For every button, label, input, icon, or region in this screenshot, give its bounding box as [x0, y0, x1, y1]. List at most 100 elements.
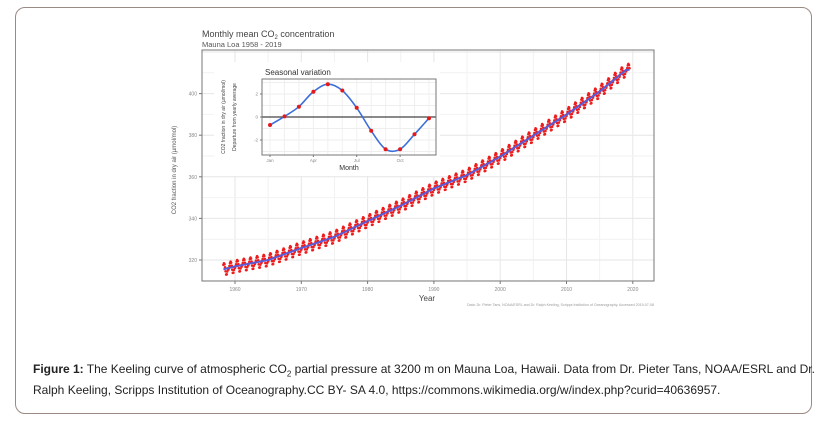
- monthly-point: [324, 244, 328, 247]
- inset-month-point: [412, 132, 417, 137]
- monthly-point: [455, 173, 458, 176]
- chart-subtitle: Mauna Loa 1958 - 2019: [202, 40, 282, 49]
- monthly-point: [574, 101, 578, 105]
- monthly-point: [544, 129, 547, 133]
- monthly-point: [557, 121, 561, 124]
- inset-month-point: [268, 123, 272, 127]
- monthly-point: [245, 268, 248, 272]
- monthly-point: [391, 211, 395, 214]
- monthly-point: [537, 136, 540, 140]
- monthly-point: [550, 128, 553, 132]
- monthly-point: [358, 226, 362, 230]
- monthly-point: [564, 117, 567, 120]
- monthly-point: [272, 259, 275, 263]
- inset-month-point: [340, 88, 345, 93]
- monthly-point: [285, 258, 288, 261]
- monthly-point: [249, 257, 253, 260]
- y-tick-label: 380: [189, 133, 198, 139]
- monthly-point: [225, 270, 229, 273]
- figure-caption: Figure 1: The Keeling curve of atmospher…: [33, 361, 823, 398]
- monthly-point: [223, 263, 226, 266]
- monthly-point: [292, 252, 295, 256]
- monthly-point: [483, 169, 487, 173]
- monthly-point: [397, 211, 401, 214]
- monthly-point: [229, 261, 233, 264]
- monthly-point: [617, 78, 620, 81]
- trend-line: [223, 68, 630, 271]
- monthly-point: [252, 264, 256, 268]
- x-axis-label: Year: [419, 294, 436, 303]
- inset-x-axis-label: Month: [339, 165, 359, 172]
- monthly-point: [238, 270, 242, 273]
- monthly-point: [448, 175, 452, 179]
- monthly-point: [265, 264, 268, 268]
- monthly-point: [424, 194, 428, 197]
- x-tick-label: 1980: [362, 287, 373, 293]
- x-tick-label: 2010: [561, 287, 572, 293]
- x-tick-label: 1970: [296, 287, 307, 293]
- monthly-point: [365, 223, 368, 227]
- monthly-point: [245, 265, 249, 269]
- monthly-point: [248, 260, 251, 264]
- y-tick-label: 320: [189, 258, 198, 264]
- monthly-point: [590, 101, 593, 105]
- monthly-point: [607, 77, 611, 81]
- inset-background: [214, 62, 440, 176]
- monthly-point: [377, 220, 381, 223]
- monthly-point: [322, 234, 326, 237]
- monthly-point: [616, 81, 620, 84]
- monthly-point: [351, 229, 355, 233]
- monthly-point: [271, 262, 275, 266]
- monthly-point: [335, 229, 339, 233]
- monthly-point: [621, 66, 624, 70]
- monthly-point: [232, 268, 236, 272]
- monthly-point: [384, 217, 388, 220]
- monthly-point: [614, 72, 617, 75]
- y-tick-label: 400: [189, 92, 198, 98]
- monthly-point: [431, 190, 435, 194]
- monthly-point: [298, 250, 302, 253]
- monthly-point: [438, 188, 441, 191]
- chart-title: Monthly mean CO2 concentration: [202, 29, 334, 41]
- monthly-point: [464, 177, 468, 180]
- inset-x-tick-label: Oct: [397, 158, 405, 163]
- monthly-point: [349, 223, 352, 226]
- y-tick-label: 340: [189, 216, 198, 222]
- monthly-point: [603, 88, 607, 92]
- inset-y-tick-label: -2: [254, 138, 258, 143]
- monthly-point: [411, 204, 414, 207]
- monthly-point: [437, 190, 441, 194]
- monthly-point: [464, 180, 467, 183]
- monthly-point: [537, 133, 541, 137]
- monthly-point: [581, 97, 584, 100]
- monthly-point: [422, 187, 425, 191]
- monthly-point: [302, 241, 306, 244]
- inset-month-point: [383, 147, 388, 152]
- monthly-point: [282, 248, 286, 251]
- monthly-point: [504, 154, 508, 158]
- monthly-point: [628, 66, 631, 70]
- inset-month-point: [398, 147, 403, 152]
- monthly-point: [510, 153, 514, 157]
- inset-y-axis-label: CO2 fraction in dry air (µmol/mol): [221, 80, 227, 154]
- monthly-point: [503, 158, 507, 161]
- monthly-point: [369, 213, 372, 217]
- monthly-point: [291, 255, 295, 259]
- monthly-point: [395, 201, 399, 205]
- caption-subscript: 2: [286, 369, 292, 379]
- monthly-point: [239, 267, 242, 270]
- monthly-point: [521, 136, 525, 139]
- monthly-point: [609, 86, 613, 90]
- monthly-point: [411, 201, 415, 204]
- monthly-point: [625, 66, 629, 70]
- monthly-point: [388, 204, 392, 208]
- monthly-point: [258, 266, 262, 269]
- monthly-point: [543, 132, 547, 136]
- monthly-point: [251, 267, 255, 271]
- monthly-point: [338, 236, 342, 239]
- monthly-point: [491, 162, 494, 166]
- inset-y-tick-label: 0: [255, 115, 258, 120]
- x-tick-label: 1990: [428, 287, 439, 293]
- monthly-point: [597, 94, 600, 97]
- monthly-point: [285, 255, 289, 258]
